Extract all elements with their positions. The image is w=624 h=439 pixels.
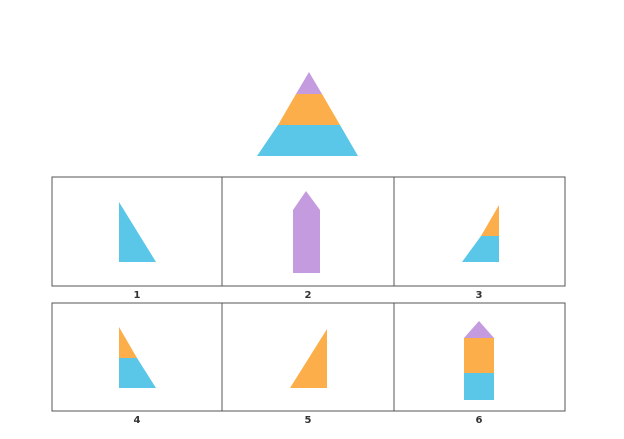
option-1-shape [119,202,156,262]
options-grid [51,176,566,412]
option-3-piece-orange [481,205,499,236]
option-box-3[interactable] [393,176,566,287]
option-1-piece-blue [119,202,156,262]
option-label-5: 5 [304,415,312,426]
option-6-shape [464,321,494,400]
option-box-6[interactable] [393,302,566,412]
option-5-shape [290,329,327,388]
option-3-shape [462,205,499,262]
option-3-piece-blue [462,236,499,262]
option-label-6: 6 [475,415,483,426]
option-6-piece-orange [464,338,494,373]
option-5-piece-orange [290,329,327,388]
target-band-middle [278,94,340,125]
option-6-piece-purple [464,321,494,338]
option-4-shape [119,327,156,388]
target-band-top [296,72,322,94]
target-band-bottom [257,125,358,156]
option-box-5[interactable] [221,302,395,412]
option-label-2: 2 [304,290,312,301]
option-2-piece-purple [293,191,320,273]
option-label-4: 4 [133,415,141,426]
option-label-1: 1 [133,290,141,301]
option-label-3: 3 [475,290,483,301]
option-6-piece-blue [464,373,494,400]
option-4-piece-orange [119,327,137,358]
option-box-4[interactable] [51,302,223,412]
target-triangle [257,72,358,156]
option-4-piece-blue [119,358,156,388]
option-2-shape [293,191,320,273]
